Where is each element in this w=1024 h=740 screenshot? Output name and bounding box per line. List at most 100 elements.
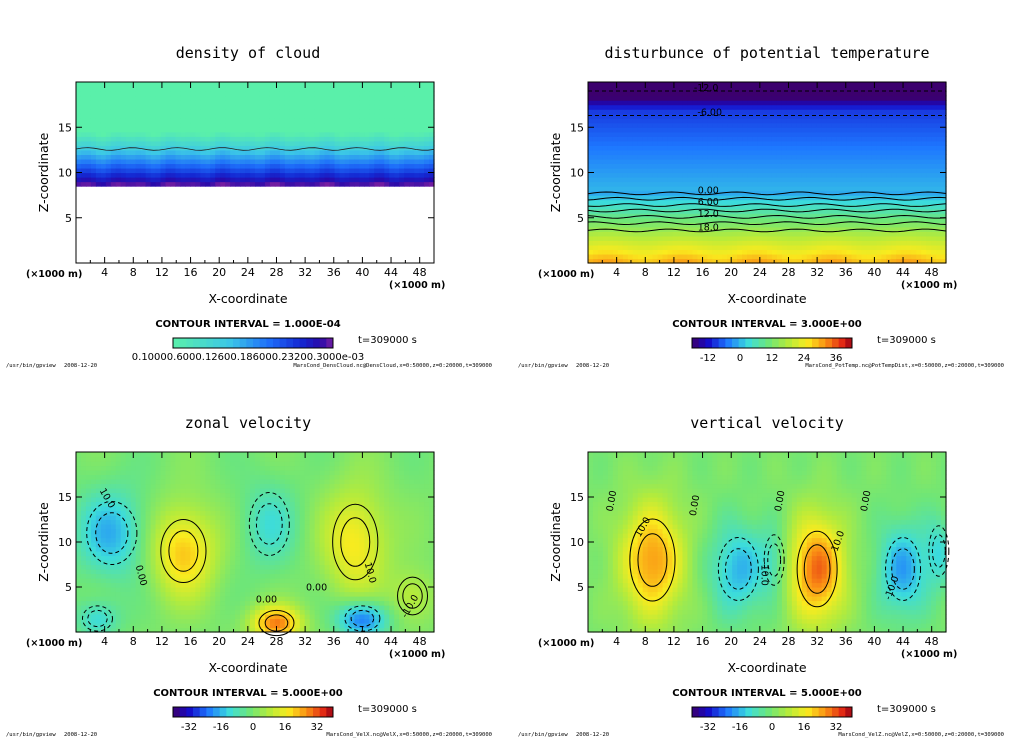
heatmap-cell [801,91,808,97]
heatmap-cell [757,177,763,183]
heatmap-cell [180,181,186,187]
heatmap-cell [264,131,271,137]
heatmap-cell [235,172,241,178]
heatmap-cell [165,145,172,151]
heatmap-cell [264,163,271,169]
heatmap-cell [771,258,778,264]
heatmap-cell [806,145,813,151]
heatmap-cell [115,136,122,142]
heatmap-cell [414,127,420,133]
heatmap-cell [612,145,619,151]
heatmap-cell [334,100,341,106]
heatmap-cell [130,154,137,160]
heatmap-cell [195,154,201,160]
heatmap-cell [662,167,669,174]
heatmap-cell [776,199,783,205]
heatmap-cell [886,158,892,165]
heatmap-cell [304,95,311,101]
heatmap-cell [617,186,624,192]
heatmap-cell [841,91,848,97]
heatmap-cell [160,86,167,92]
heatmap-cell [329,127,336,133]
heatmap-cell [588,258,594,264]
heatmap-cell [414,100,420,106]
heatmap-cell [374,149,380,156]
heatmap-cell [210,158,216,165]
heatmap-cell [821,145,828,151]
heatmap-cell [314,149,321,156]
heatmap-cell [826,113,833,119]
heatmap-cell [294,95,301,101]
heatmap-cell [796,154,803,160]
heatmap-cell [682,131,689,137]
heatmap-cell [339,181,346,187]
heatmap-cell [354,122,361,128]
heatmap-cell [831,95,838,101]
heatmap-cell [105,82,112,88]
heatmap-cell [647,204,654,210]
heatmap-cell [85,492,92,498]
heatmap-cell [130,104,137,110]
heatmap-cell [826,195,833,201]
heatmap-cell [682,231,689,237]
heatmap-cell [175,122,182,128]
heatmap-cell [906,204,912,210]
heatmap-cell [771,122,778,128]
heatmap-cell [80,118,87,124]
colorbar-segment [213,338,221,348]
heatmap-cell [911,231,917,237]
heatmap-cell [85,573,92,579]
heatmap-cell [916,154,922,160]
y-tick-label: 5 [65,212,72,225]
heatmap-cell [657,82,664,88]
heatmap-cell [687,163,694,169]
heatmap-cell [597,100,604,106]
heatmap-cell [931,136,937,142]
heatmap-cell [389,113,395,119]
heatmap-cell [349,158,356,165]
heatmap-cell [155,95,162,101]
heatmap-cell [682,240,689,246]
heatmap-cell [637,231,644,237]
heatmap-cell [767,163,773,169]
heatmap-cell [682,154,689,160]
heatmap-cell [324,158,331,165]
heatmap-cell [757,213,763,219]
heatmap-cell [642,249,649,255]
heatmap-cell [747,217,753,223]
heatmap-cell [220,181,226,187]
heatmap-cell [369,100,375,106]
heatmap-cell [856,86,863,92]
heatmap-cell [826,249,833,255]
colorbar-segment [219,338,227,348]
heatmap-cell [762,258,768,264]
heatmap-cell [100,149,107,156]
heatmap-cell [866,122,873,128]
heatmap-cell [364,100,370,106]
heatmap-cell [110,172,117,178]
heatmap-cell [165,95,172,101]
heatmap-cell [622,100,629,106]
heatmap-cell [95,488,102,494]
heatmap-cell [85,163,92,169]
heatmap-cell [622,91,629,97]
heatmap-cell [80,140,87,146]
heatmap-cell [95,452,102,458]
heatmap-cell [806,167,813,174]
heatmap-cell [90,163,97,169]
heatmap-cell [657,181,664,187]
heatmap-cell [165,82,172,88]
heatmap-cell [821,131,828,137]
heatmap-cell [906,145,912,151]
heatmap-cell [279,149,286,156]
heatmap-cell [642,240,649,246]
heatmap-cell [190,86,196,92]
heatmap-cell [677,140,684,146]
heatmap-cell [76,609,82,615]
heatmap-cell [264,154,271,160]
heatmap-cell [304,86,311,92]
heatmap-cell [314,91,321,97]
heatmap-cell [85,113,92,119]
heatmap-cell [851,172,858,178]
heatmap-cell [861,163,868,169]
